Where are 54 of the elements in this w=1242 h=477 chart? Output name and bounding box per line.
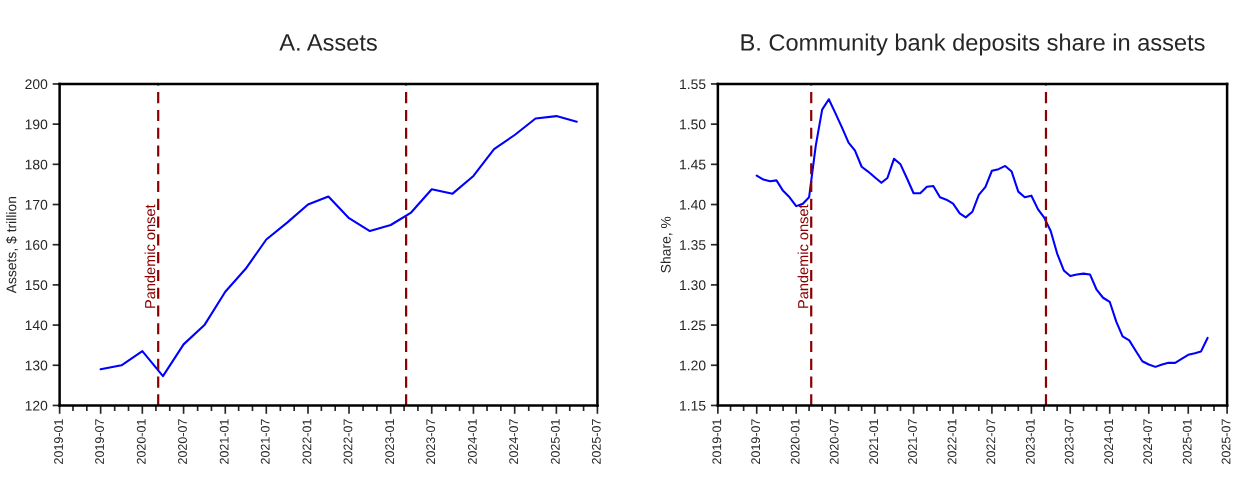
ref-line-label: Pandemic onset bbox=[797, 204, 809, 308]
y-tick-label: 160 bbox=[25, 240, 48, 250]
x-tick-label: 2020-07 bbox=[178, 419, 187, 464]
x-tick-label: 2025-01 bbox=[1182, 419, 1192, 464]
x-tick-label: 2023-01 bbox=[385, 419, 395, 464]
y-tick-label: 140 bbox=[25, 320, 48, 331]
y-tick-label: 1.50 bbox=[680, 119, 706, 130]
chart-title: B. Community bank deposits share in assets bbox=[741, 33, 1205, 56]
x-tick-label: 2021-01 bbox=[869, 419, 879, 464]
x-tick-label: 2025-07 bbox=[591, 419, 601, 464]
y-tick-label: 200 bbox=[25, 79, 48, 90]
ref-line-label: Pandemic onset bbox=[144, 204, 156, 308]
x-tick-label: 2023-07 bbox=[1064, 419, 1074, 464]
x-tick-label: 2022-07 bbox=[343, 419, 353, 464]
y-tick-label: 170 bbox=[25, 199, 48, 210]
x-tick-label: 2019-01 bbox=[712, 419, 722, 464]
y-tick-label: 1.55 bbox=[680, 79, 706, 90]
line-series bbox=[99, 115, 578, 378]
y-tick-label: 120 bbox=[25, 400, 48, 411]
y-axis-title: Share, % bbox=[660, 216, 673, 273]
x-tick-label: 2023-07 bbox=[426, 419, 436, 464]
x-tick-label: 2024-07 bbox=[1143, 419, 1153, 464]
y-tick-label: 1.35 bbox=[680, 240, 706, 250]
x-tick-label: 2021-01 bbox=[219, 419, 229, 464]
x-tick-label: 2024-07 bbox=[509, 419, 519, 464]
x-tick-label: 2019-07 bbox=[95, 419, 104, 464]
y-tick-label: 150 bbox=[25, 280, 48, 291]
x-tick-label: 2020-01 bbox=[136, 419, 146, 464]
y-tick-label: 1.25 bbox=[680, 320, 706, 331]
y-tick-label: 1.30 bbox=[680, 280, 706, 291]
x-tick-label: 2022-01 bbox=[947, 419, 957, 464]
x-tick-label: 2024-01 bbox=[1104, 419, 1114, 464]
y-tick-label: 190 bbox=[25, 119, 48, 130]
x-tick-label: 2020-07 bbox=[829, 419, 839, 464]
chart-title: A. Assets bbox=[279, 34, 377, 51]
x-tick-label: 2025-01 bbox=[550, 419, 560, 464]
x-tick-label: 2024-01 bbox=[467, 419, 477, 464]
x-tick-label: 2025-07 bbox=[1221, 419, 1231, 464]
y-tick-label: 180 bbox=[25, 159, 48, 170]
x-tick-label: 2022-01 bbox=[302, 419, 312, 464]
x-tick-label: 2023-01 bbox=[1025, 419, 1035, 464]
y-axis-title: Assets, $ trillion bbox=[5, 196, 18, 294]
x-tick-label: 2021-07 bbox=[908, 419, 917, 464]
x-tick-label: 2019-01 bbox=[54, 419, 63, 464]
y-tick-label: 130 bbox=[25, 360, 48, 371]
line-series bbox=[755, 98, 1209, 368]
x-tick-label: 2021-07 bbox=[260, 419, 270, 464]
y-tick-label: 1.45 bbox=[680, 159, 706, 170]
x-tick-label: 2022-07 bbox=[986, 419, 996, 464]
y-tick-label: 1.20 bbox=[680, 360, 706, 371]
y-tick-label: 1.15 bbox=[680, 400, 706, 411]
y-tick-label: 1.40 bbox=[680, 199, 706, 210]
x-tick-label: 2020-01 bbox=[790, 419, 800, 464]
x-tick-label: 2019-07 bbox=[751, 419, 761, 464]
